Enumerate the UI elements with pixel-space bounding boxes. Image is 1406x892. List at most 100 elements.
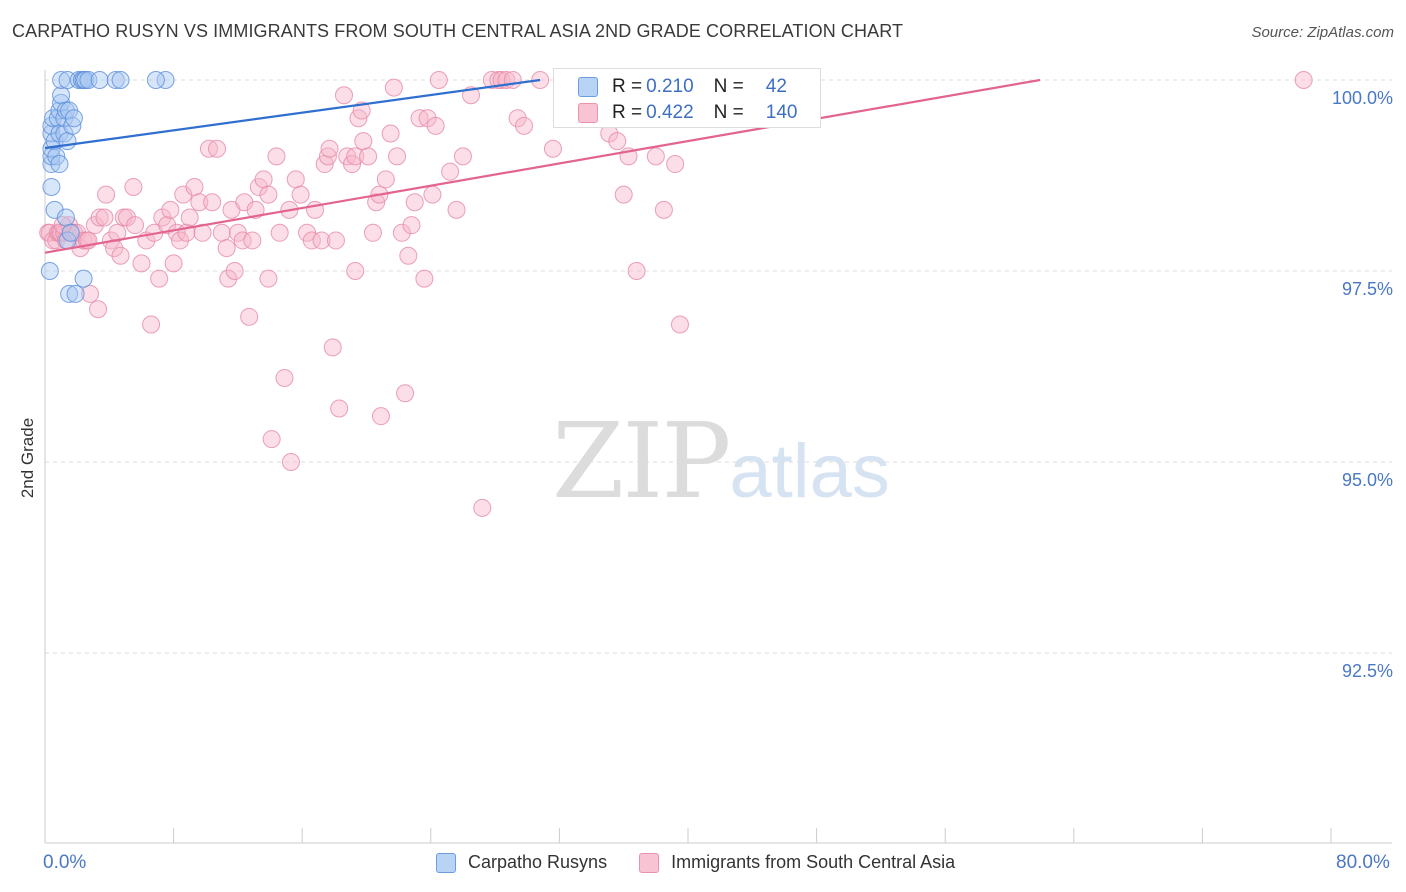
carpatho-rusyns-point[interactable] xyxy=(63,116,82,135)
immigrants-point[interactable] xyxy=(614,185,633,204)
carpatho-rusyns-point[interactable] xyxy=(111,71,130,89)
immigrants-point[interactable] xyxy=(376,170,395,189)
immigrants-point[interactable] xyxy=(384,78,403,97)
immigrants-point[interactable] xyxy=(111,246,130,265)
carpatho-rusyns-point[interactable] xyxy=(156,71,175,89)
immigrants-point[interactable] xyxy=(302,231,321,250)
immigrants-point[interactable] xyxy=(423,185,442,204)
immigrants-point[interactable] xyxy=(185,177,204,196)
carpatho-rusyns-point[interactable] xyxy=(60,284,79,303)
immigrants-point[interactable] xyxy=(543,139,562,158)
immigrants-point[interactable] xyxy=(447,200,466,219)
immigrants-point[interactable] xyxy=(132,254,151,273)
carpatho-rusyns-point[interactable] xyxy=(66,284,85,303)
immigrants-point[interactable] xyxy=(142,315,161,334)
immigrants-point[interactable] xyxy=(190,193,209,212)
source-credit[interactable]: Source: ZipAtlas.com xyxy=(1251,24,1394,41)
immigrants-point[interactable] xyxy=(291,185,310,204)
immigrants-point[interactable] xyxy=(217,239,236,258)
carpatho-rusyns-point[interactable] xyxy=(52,71,71,89)
immigrants-point[interactable] xyxy=(259,269,278,288)
carpatho-rusyns-point[interactable] xyxy=(56,208,75,227)
immigrants-point[interactable] xyxy=(441,162,460,181)
immigrants-point[interactable] xyxy=(208,139,227,158)
immigrants-point[interactable] xyxy=(97,185,116,204)
carpatho-rusyns-point[interactable] xyxy=(42,177,61,196)
immigrants-point[interactable] xyxy=(320,139,339,158)
carpatho-rusyns-point[interactable] xyxy=(58,132,77,151)
immigrants-point[interactable] xyxy=(415,269,434,288)
immigrants-point[interactable] xyxy=(388,147,407,166)
immigrants-point[interactable] xyxy=(212,223,231,242)
immigrants-point[interactable] xyxy=(646,147,665,166)
immigrants-point[interactable] xyxy=(352,101,371,120)
immigrants-point[interactable] xyxy=(402,216,421,235)
immigrants-point[interactable] xyxy=(396,384,415,403)
immigrants-point[interactable] xyxy=(381,124,400,143)
immigrants-point[interactable] xyxy=(161,200,180,219)
immigrants-point[interactable] xyxy=(126,216,145,235)
immigrants-point[interactable] xyxy=(515,116,534,135)
immigrants-point[interactable] xyxy=(371,407,390,426)
immigrants-point[interactable] xyxy=(267,147,286,166)
immigrants-point[interactable] xyxy=(326,231,345,250)
immigrants-point[interactable] xyxy=(281,453,300,471)
immigrants-point[interactable] xyxy=(312,231,331,250)
immigrants-point[interactable] xyxy=(95,208,114,227)
immigrants-point[interactable] xyxy=(508,109,527,128)
immigrants-point[interactable] xyxy=(171,231,190,250)
immigrants-point[interactable] xyxy=(124,177,143,196)
immigrants-point[interactable] xyxy=(270,223,289,242)
immigrants-point[interactable] xyxy=(150,269,169,288)
legend-item-carpatho-rusyns[interactable]: Carpatho Rusyns xyxy=(436,852,607,873)
carpatho-rusyns-point[interactable] xyxy=(146,71,165,89)
immigrants-point[interactable] xyxy=(354,132,373,151)
immigrants-point[interactable] xyxy=(318,147,337,166)
immigrants-point[interactable] xyxy=(670,315,689,334)
immigrants-point[interactable] xyxy=(246,200,265,219)
carpatho-rusyns-point[interactable] xyxy=(90,71,109,89)
immigrants-point[interactable] xyxy=(89,300,108,319)
immigrants-point[interactable] xyxy=(346,262,365,280)
immigrants-point[interactable] xyxy=(473,498,492,517)
immigrants-point[interactable] xyxy=(429,71,448,89)
carpatho-rusyns-point[interactable] xyxy=(106,71,125,89)
carpatho-rusyns-point[interactable] xyxy=(61,223,80,242)
immigrants-point[interactable] xyxy=(666,155,685,174)
immigrants-point[interactable] xyxy=(225,262,244,280)
immigrants-point[interactable] xyxy=(482,71,501,89)
immigrants-point[interactable] xyxy=(90,208,109,227)
immigrants-point[interactable] xyxy=(1294,71,1313,89)
immigrants-point[interactable] xyxy=(262,430,281,449)
immigrants-point[interactable] xyxy=(503,71,522,89)
immigrants-point[interactable] xyxy=(608,132,627,151)
carpatho-rusyns-point[interactable] xyxy=(40,262,59,280)
immigrants-point[interactable] xyxy=(219,269,238,288)
immigrants-point[interactable] xyxy=(363,223,382,242)
immigrants-point[interactable] xyxy=(399,246,418,265)
immigrants-point[interactable] xyxy=(330,399,349,418)
immigrants-point[interactable] xyxy=(164,254,183,273)
immigrants-point[interactable] xyxy=(405,193,424,212)
immigrants-point[interactable] xyxy=(108,223,127,242)
immigrants-point[interactable] xyxy=(323,338,342,357)
immigrants-point[interactable] xyxy=(81,284,100,303)
immigrants-point[interactable] xyxy=(654,200,673,219)
immigrants-point[interactable] xyxy=(203,193,222,212)
immigrants-point[interactable] xyxy=(286,170,305,189)
immigrants-point[interactable] xyxy=(453,147,472,166)
immigrants-point[interactable] xyxy=(254,170,273,189)
immigrants-point[interactable] xyxy=(392,223,411,242)
immigrants-point[interactable] xyxy=(233,231,252,250)
immigrants-point[interactable] xyxy=(240,307,259,326)
immigrants-point[interactable] xyxy=(426,116,445,135)
immigrants-point[interactable] xyxy=(359,147,378,166)
immigrants-point[interactable] xyxy=(627,262,646,280)
carpatho-rusyns-point[interactable] xyxy=(52,86,71,105)
immigrants-point[interactable] xyxy=(180,208,199,227)
immigrants-point[interactable] xyxy=(275,368,294,387)
immigrants-point[interactable] xyxy=(158,216,177,235)
carpatho-rusyns-point[interactable] xyxy=(74,269,93,288)
carpatho-rusyns-point[interactable] xyxy=(64,109,83,128)
immigrants-point[interactable] xyxy=(334,86,353,105)
